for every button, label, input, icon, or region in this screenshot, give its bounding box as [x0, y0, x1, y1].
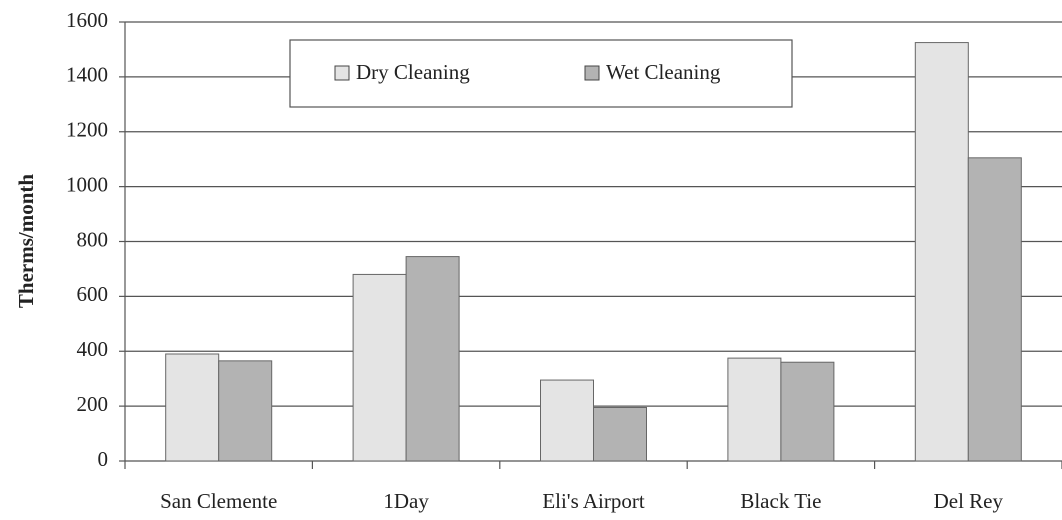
y-tick-label: 400 — [77, 337, 109, 361]
y-tick-label: 1400 — [66, 63, 108, 87]
bar — [914, 42, 969, 462]
y-tick-label: 0 — [98, 447, 109, 471]
y-tick-label: 800 — [77, 227, 109, 251]
y-tick-label: 1200 — [66, 118, 108, 142]
bar — [165, 353, 220, 462]
y-tick-label: 200 — [77, 392, 109, 416]
legend-swatch — [584, 65, 600, 81]
x-tick-label: 1Day — [383, 489, 429, 513]
bar — [405, 256, 460, 462]
bar — [593, 406, 647, 462]
legend-label: Dry Cleaning — [356, 60, 470, 84]
legend-label: Wet Cleaning — [606, 60, 721, 84]
y-tick-label: 600 — [77, 282, 109, 306]
bar — [352, 273, 407, 462]
x-tick-label: San Clemente — [160, 489, 277, 513]
x-tick-label: Black Tie — [740, 489, 821, 513]
x-tick-label: Eli's Airport — [542, 489, 645, 513]
legend-box — [289, 39, 793, 108]
bar — [540, 379, 594, 462]
bar — [967, 157, 1022, 462]
y-tick-label: 1000 — [66, 172, 108, 196]
bar — [218, 360, 273, 462]
bar — [780, 361, 835, 462]
x-tick-label: Del Rey — [934, 489, 1004, 513]
legend-swatch — [334, 65, 350, 81]
y-tick-label: 1600 — [66, 8, 108, 32]
bar — [727, 357, 782, 462]
y-axis-label: Therms/month — [14, 174, 38, 308]
